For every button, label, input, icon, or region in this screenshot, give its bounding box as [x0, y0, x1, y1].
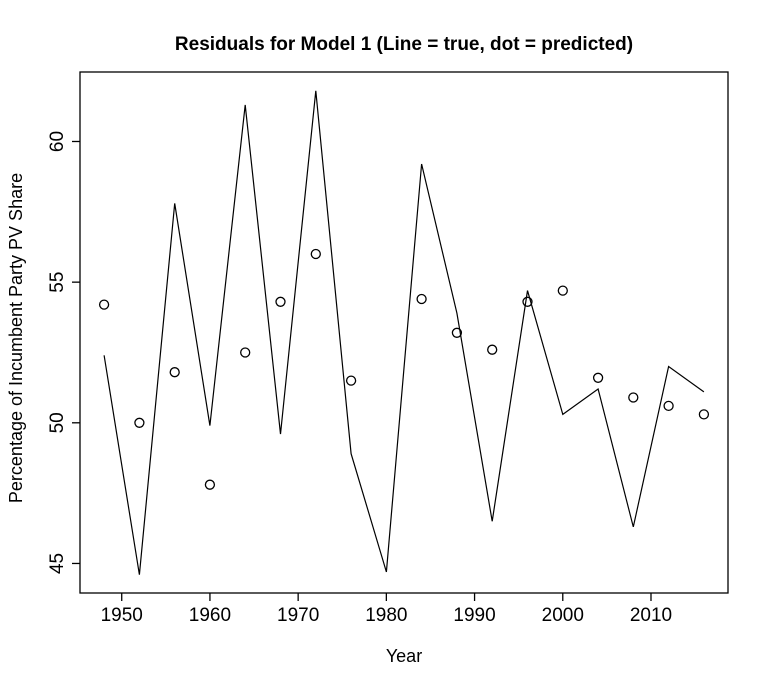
axes: 1950 1960 1970 1980 1990 2000 2010 45 50 55 60: [47, 71, 729, 626]
x-tick-label: 1980: [365, 605, 407, 626]
predicted-point: [698, 409, 710, 420]
x-tick-label: 1990: [453, 605, 495, 626]
predicted-point: [98, 299, 110, 310]
y-tick-label: 55: [47, 272, 68, 293]
predicted-point: [345, 375, 357, 386]
predicted-point: [628, 392, 639, 403]
predicted-point: [134, 417, 145, 428]
x-axis-label: Year: [386, 646, 422, 666]
x-tick-label: 1950: [101, 605, 143, 626]
predicted-point: [451, 327, 463, 338]
x-tick-label: 2000: [542, 605, 584, 626]
predicted-point: [522, 296, 533, 307]
y-tick-label: 45: [47, 553, 68, 574]
x-tick-label: 1960: [189, 605, 231, 626]
plot-box: [79, 71, 729, 594]
predicted-point: [204, 479, 216, 490]
y-tick-label: 50: [47, 412, 68, 433]
y-axis-label: Percentage of Incumbent Party PV Share: [6, 173, 26, 503]
predicted-point: [557, 285, 568, 296]
true-values-line: [103, 90, 705, 575]
predicted-point: [416, 293, 427, 305]
x-tick-label: 1970: [277, 605, 319, 626]
predicted-point: [310, 248, 321, 260]
predicted-point: [275, 296, 286, 307]
predicted-point: [487, 344, 498, 355]
chart-title: Residuals for Model 1 (Line = true, dot …: [175, 34, 633, 55]
x-tick-label: 2010: [630, 605, 672, 626]
predicted-point: [240, 347, 251, 358]
data-marks: [98, 90, 710, 575]
predicted-point: [663, 400, 674, 412]
predicted-point: [169, 367, 180, 378]
predicted-point: [592, 372, 604, 383]
y-tick-label: 60: [47, 131, 68, 152]
